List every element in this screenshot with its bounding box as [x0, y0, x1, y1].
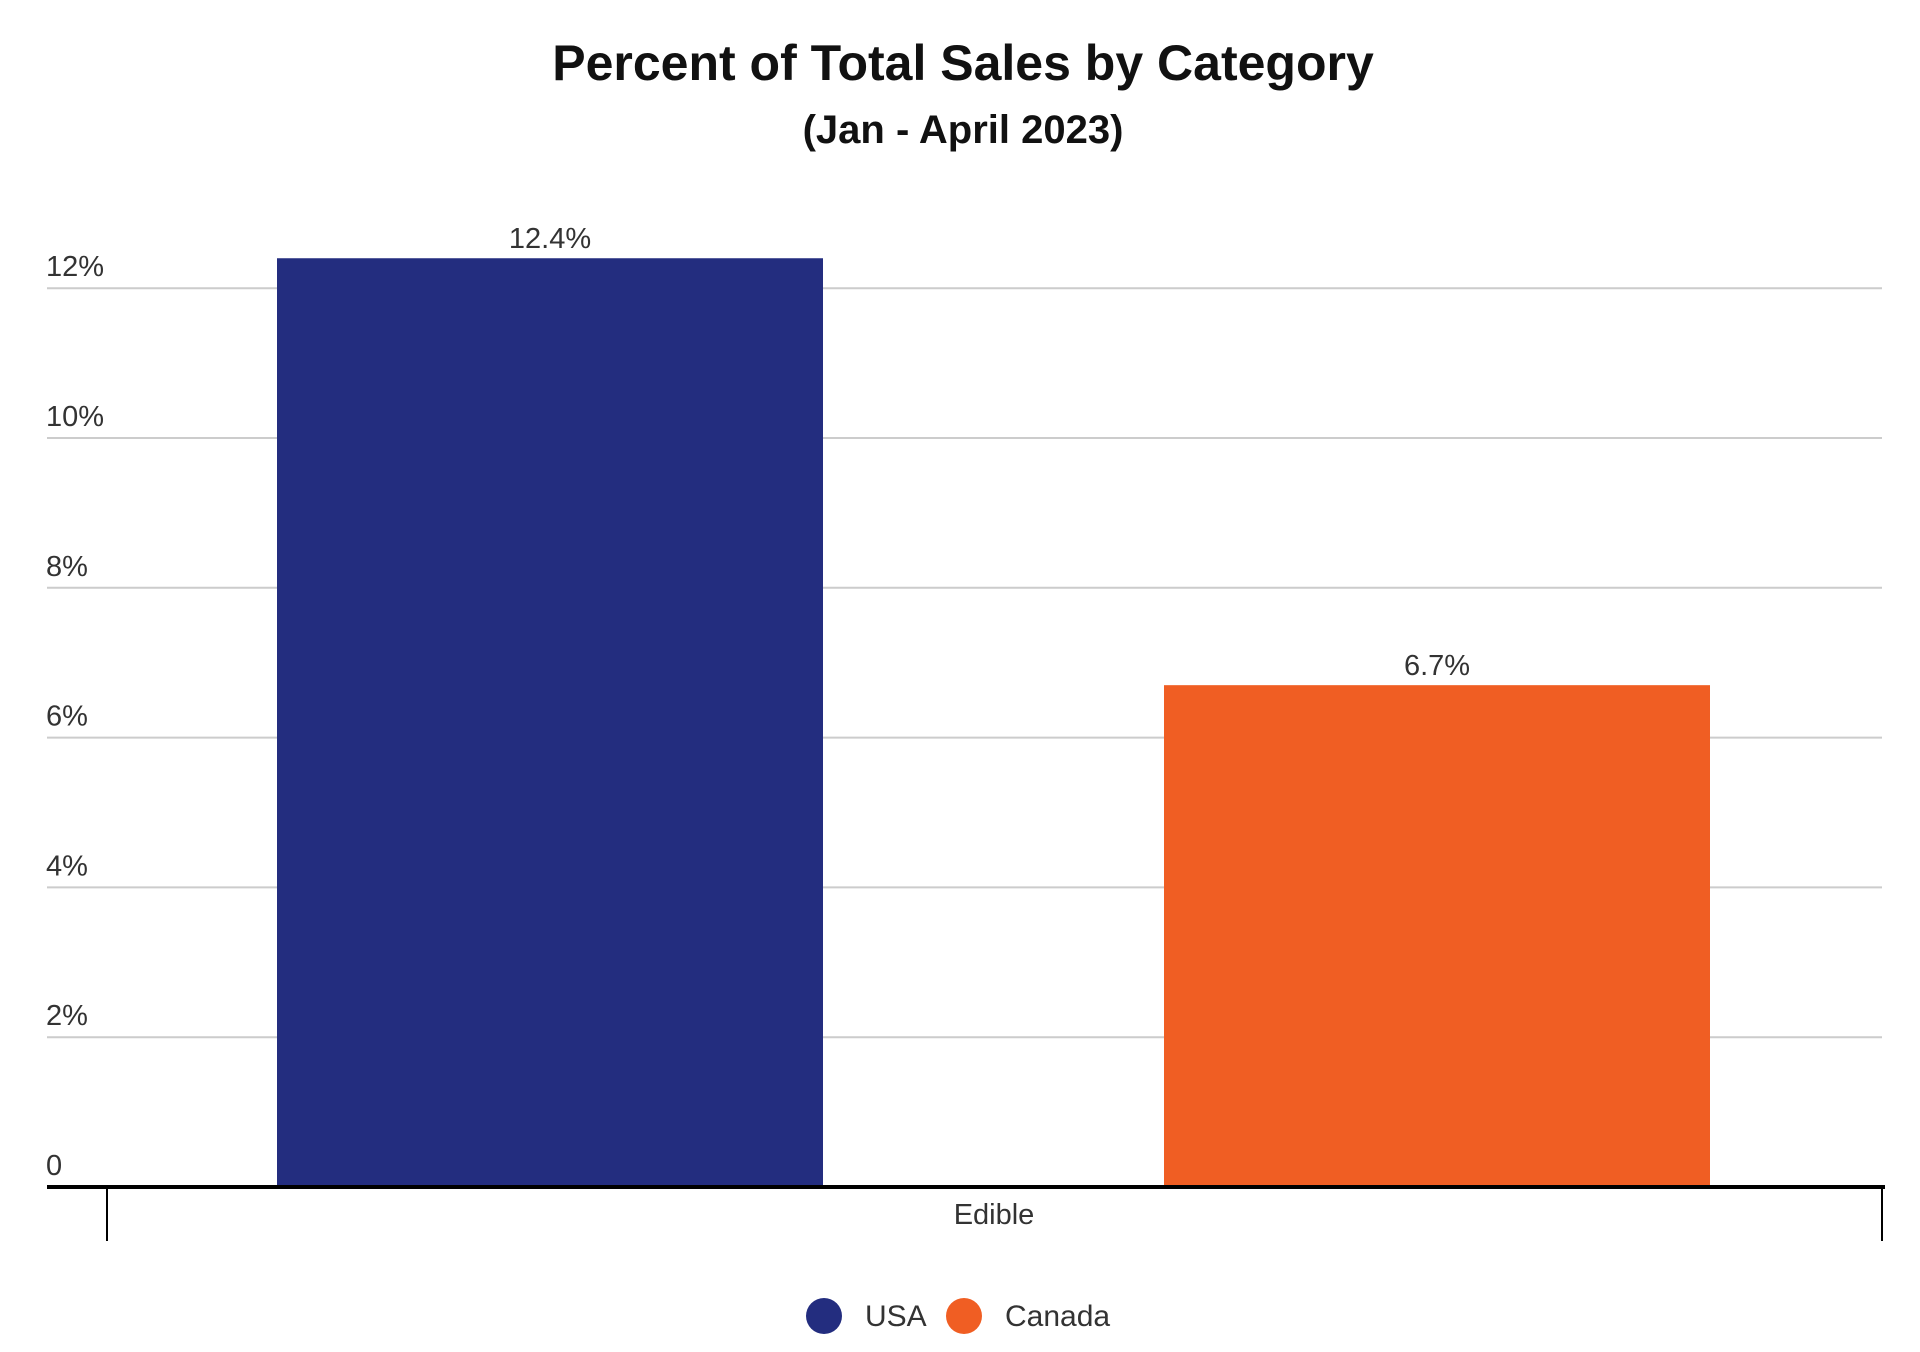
- y-axis-tick-label: 4%: [46, 850, 88, 882]
- y-axis-tick-label: 8%: [46, 551, 88, 583]
- data-label-usa: 12.4%: [509, 223, 591, 255]
- x-axis-category-label: Edible: [954, 1199, 1035, 1231]
- bar-canada: [1164, 685, 1710, 1187]
- y-axis-tick-label: 2%: [46, 1000, 88, 1032]
- legend-label-canada: Canada: [1005, 1300, 1110, 1333]
- legend: USA Canada: [806, 1298, 1110, 1334]
- y-axis-tick-label: 6%: [46, 701, 88, 733]
- data-label-canada: 6.7%: [1404, 650, 1470, 682]
- chart-subtitle: (Jan - April 2023): [803, 108, 1124, 152]
- y-axis-tick-label: 12%: [46, 251, 104, 283]
- legend-marker-canada: [946, 1298, 982, 1334]
- y-axis-tick-label: 0: [46, 1150, 62, 1182]
- chart-title: Percent of Total Sales by Category: [552, 35, 1374, 91]
- legend-marker-usa: [806, 1298, 842, 1334]
- bar-usa: [277, 258, 823, 1187]
- legend-label-usa: USA: [865, 1300, 927, 1333]
- data-labels: 12.4% 6.7%: [509, 223, 1470, 682]
- y-axis-tick-labels: 0 2% 4% 6% 8% 10% 12%: [46, 251, 104, 1182]
- y-axis-tick-label: 10%: [46, 401, 104, 433]
- bars: [277, 258, 1710, 1187]
